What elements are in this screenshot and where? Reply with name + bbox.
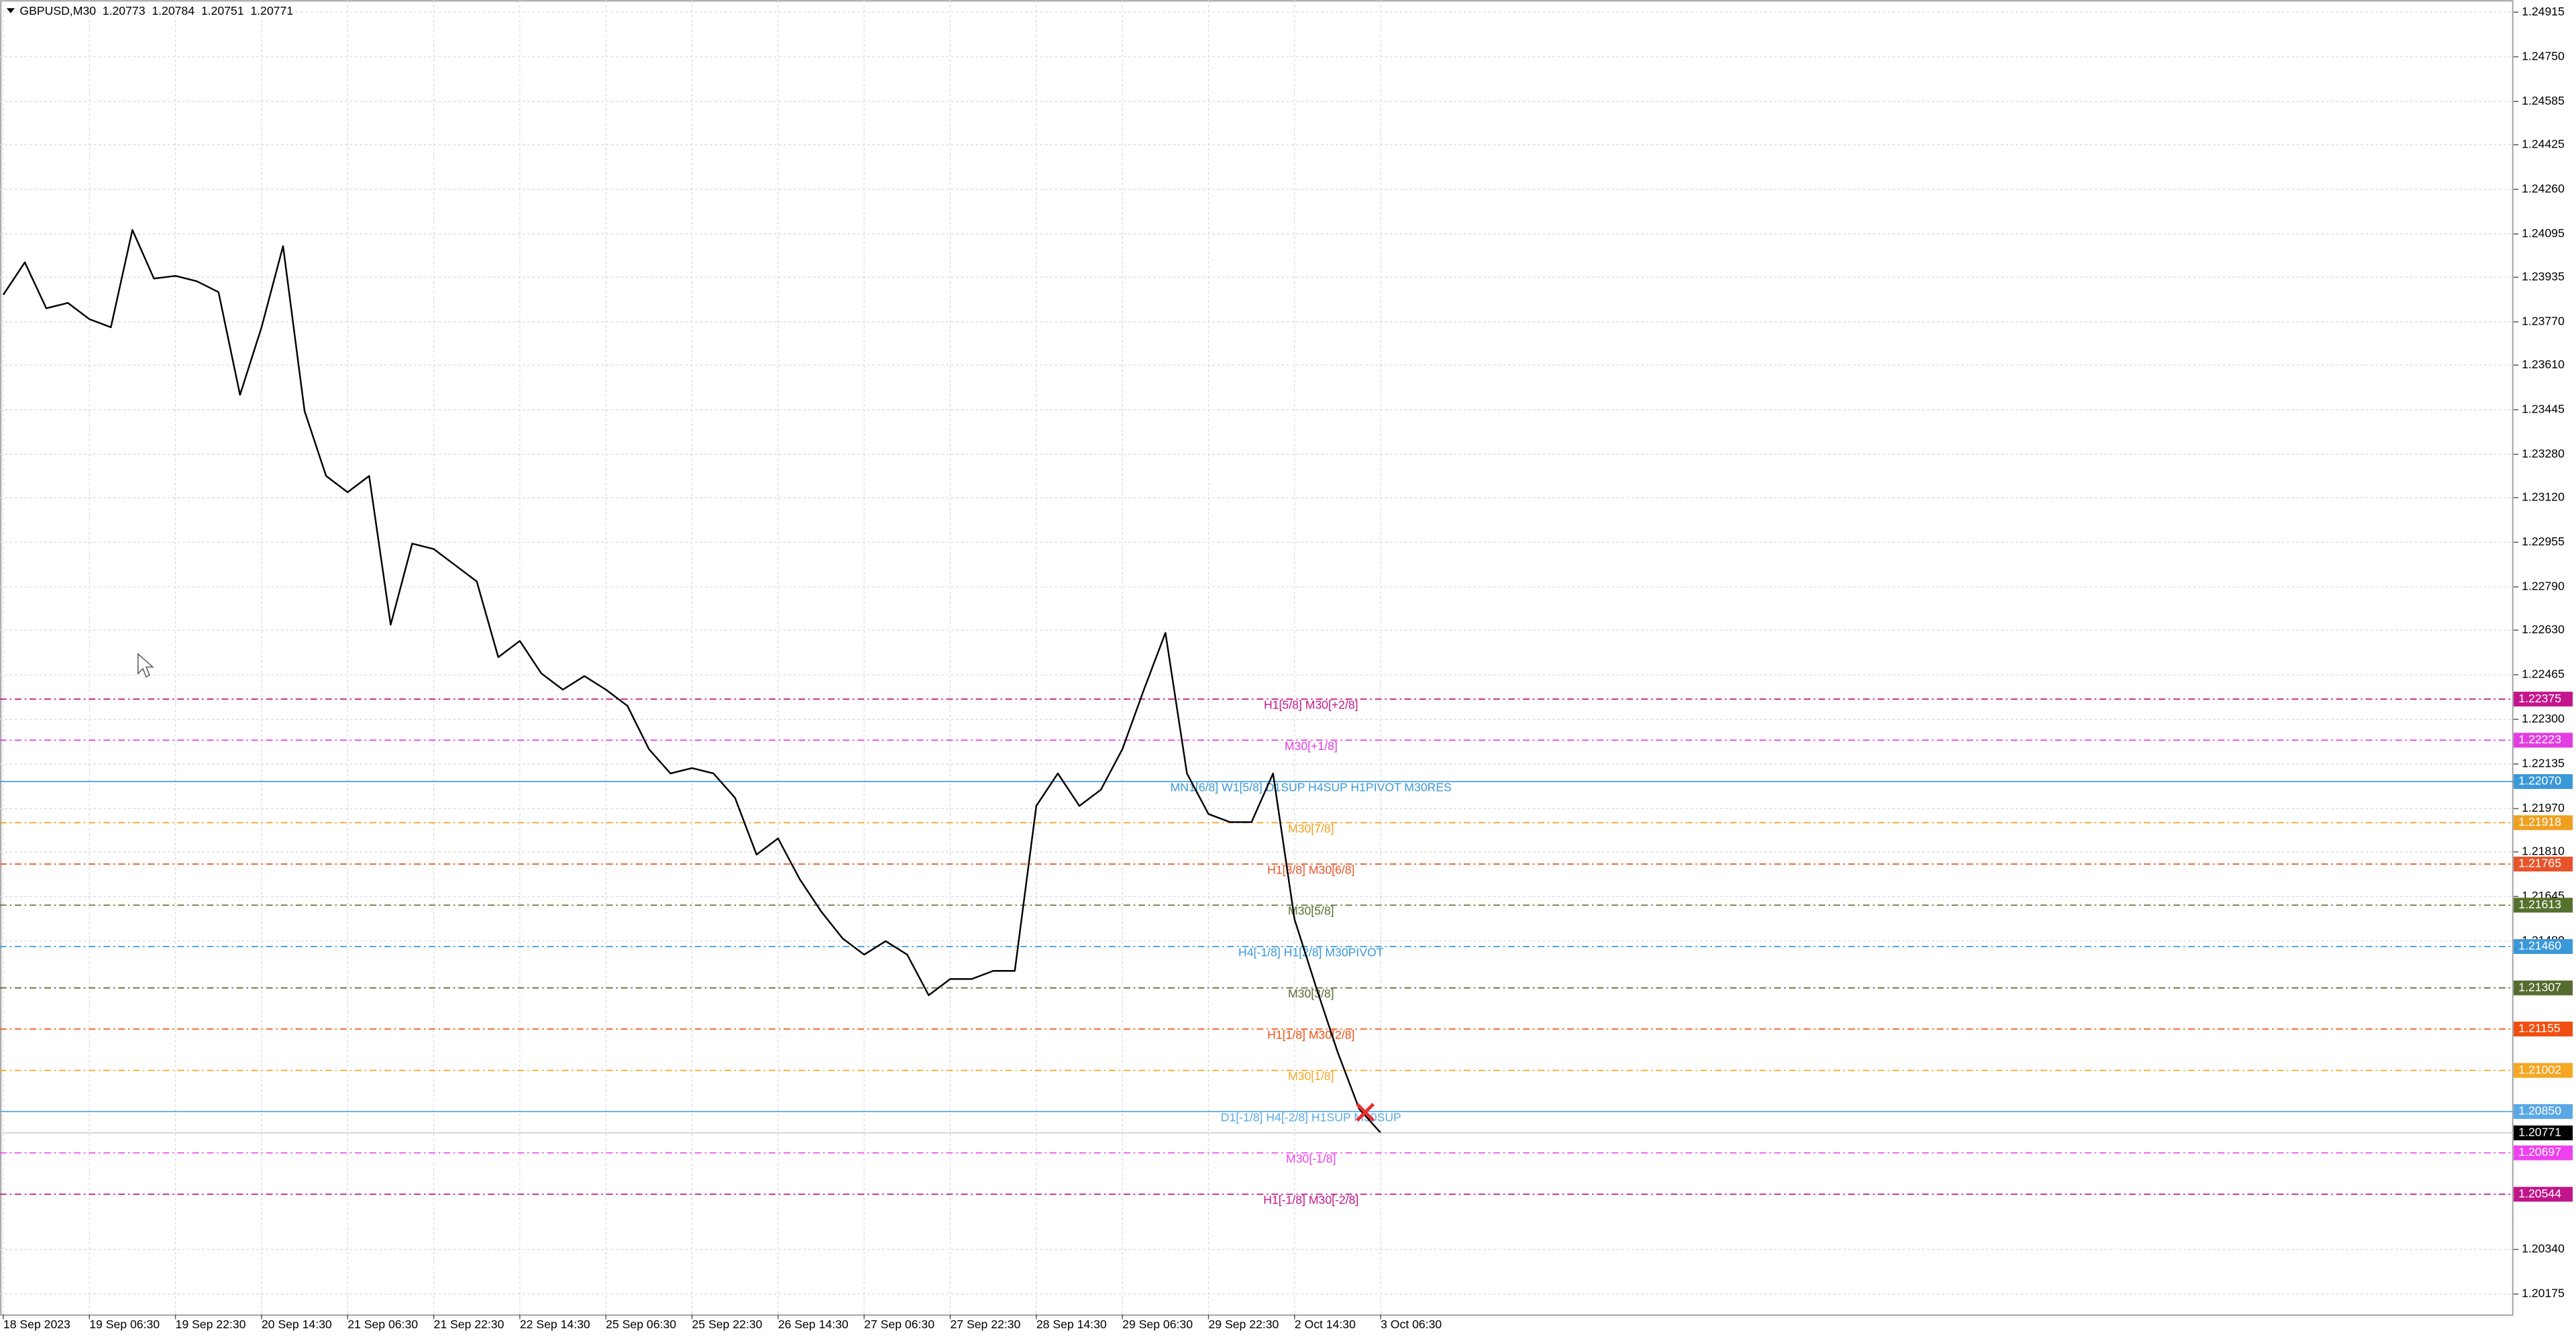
level-label: MN1[6/8] W1[5/8] D1SUP H4SUP H1PIVOT M30…: [1171, 781, 1452, 794]
x-tick-label: 29 Sep 22:30: [1208, 1318, 1279, 1331]
price-tag: [2513, 1021, 2573, 1036]
price-tag-label: 1.21460: [2518, 939, 2561, 953]
price-tag: [2513, 1145, 2573, 1161]
price-tag: [2513, 733, 2573, 748]
y-tick-label: 1.24585: [2522, 94, 2565, 107]
x-tick-label: 26 Sep 14:30: [778, 1318, 849, 1331]
x-tick-label: 3 Oct 06:30: [1381, 1318, 1442, 1331]
level-label: M30[1/8]: [1288, 1069, 1334, 1083]
price-tag-label: 1.21002: [2518, 1063, 2561, 1076]
price-tag-label: 1.20544: [2518, 1187, 2561, 1200]
level-label: H1[1/8] M30[2/8]: [1267, 1028, 1354, 1041]
x-tick-label: 19 Sep 22:30: [176, 1318, 246, 1331]
y-tick-label: 1.23770: [2522, 314, 2565, 327]
level-label: H1[5/8] M30[+2/8]: [1264, 698, 1358, 712]
price-tag: [2513, 1063, 2573, 1078]
x-tick-label: 18 Sep 2023: [3, 1318, 70, 1331]
price-tag-label: 1.21918: [2518, 815, 2561, 828]
x-tick-label: 2 Oct 14:30: [1295, 1318, 1356, 1331]
x-tick-label: 20 Sep 14:30: [262, 1318, 332, 1331]
price-tag: [2513, 774, 2573, 790]
series: [2, 229, 1382, 1134]
price-tag: [2513, 1187, 2573, 1202]
menu-arrow[interactable]: [6, 8, 15, 13]
ohlc-value: 1.20751: [201, 4, 244, 17]
x-tick-label: 28 Sep 14:30: [1036, 1318, 1107, 1331]
level-label: H4[-1/8] H1[2/8] M30PIVOT: [1238, 945, 1384, 959]
x-tick-label: 27 Sep 22:30: [950, 1318, 1020, 1331]
y-tick-label: 1.22300: [2522, 712, 2565, 725]
x-tick-label: 25 Sep 06:30: [606, 1318, 676, 1331]
y-tick-label: 1.22465: [2522, 667, 2565, 680]
price-tag-label: 1.21307: [2518, 980, 2561, 994]
y-tick-label: 1.23445: [2522, 402, 2565, 415]
level-label: D1[-1/8] H4[-2/8] H1SUP M30SUP: [1221, 1110, 1401, 1124]
y-tick-label: 1.24095: [2522, 226, 2565, 239]
levels: H1[5/8] M30[+2/8] M30[+1/8] MN1[6/8] W1[5/…: [0, 698, 2514, 1207]
y-tick-label: 1.23120: [2522, 490, 2565, 503]
price-tag: [2513, 857, 2573, 872]
x-tick-label: 22 Sep 14:30: [520, 1318, 590, 1331]
price-tag-label: 1.21155: [2518, 1022, 2561, 1035]
price-tag-label: 1.22070: [2518, 774, 2561, 788]
y-tick-label: 1.24425: [2522, 137, 2565, 150]
last-price-tag: [2513, 1125, 2573, 1140]
symbol: GBPUSD,M30: [19, 4, 96, 17]
y-tick-label: 1.21970: [2522, 801, 2565, 814]
y-tick-label: 1.24915: [2522, 5, 2565, 18]
price-tag-label: 1.20850: [2518, 1104, 2561, 1118]
y-tick-label: 1.20175: [2522, 1287, 2565, 1300]
level-label: H1[-1/8] M30[-2/8]: [1263, 1193, 1358, 1207]
x-tick-label: 25 Sep 22:30: [692, 1318, 763, 1331]
level-label: M30[3/8]: [1288, 987, 1334, 1000]
y-tick-label: 1.22955: [2522, 535, 2565, 548]
x-tick-label: 29 Sep 06:30: [1122, 1318, 1193, 1331]
y-tick-label: 1.24260: [2522, 182, 2565, 195]
price-tag: [2513, 980, 2573, 996]
level-label: M30[-1/8]: [1286, 1152, 1336, 1165]
y-tick-label: 1.20340: [2522, 1242, 2565, 1255]
price-tag: [2513, 1104, 2573, 1119]
y-tick-label: 1.22790: [2522, 579, 2565, 592]
close-marker: [1356, 1103, 1375, 1122]
level-label: M30[7/8]: [1288, 822, 1334, 835]
last-price-label: 1.20771: [2518, 1125, 2561, 1138]
plot-frame: [0, 0, 2514, 1316]
price-tag: [2513, 898, 2573, 913]
chart-header: GBPUSD,M30 1.20773 1.20784 1.20751 1.20771: [19, 4, 293, 17]
x-tick-label: 27 Sep 06:30: [864, 1318, 934, 1331]
y-tick-label: 1.22135: [2522, 757, 2565, 770]
price-tag-label: 1.21765: [2518, 857, 2561, 870]
y-tick-label: 1.23610: [2522, 358, 2565, 371]
ohlc-value: 1.20773: [103, 4, 146, 17]
y-tick-label: 1.23280: [2522, 447, 2565, 460]
level-label: M30[5/8]: [1288, 904, 1334, 918]
mouse-cursor: [137, 653, 154, 678]
x-tick-label: 21 Sep 06:30: [347, 1318, 418, 1331]
axis: 1.24915 1.24750 1.24585 1.24425 1.24260 1.240…: [0, 5, 2573, 1331]
level-label: H1[3/8] M30[6/8]: [1267, 863, 1354, 876]
y-tick-label: 1.21810: [2522, 845, 2565, 858]
y-tick-label: 1.23935: [2522, 270, 2565, 283]
x-tick-label: 21 Sep 22:30: [434, 1318, 504, 1331]
grid: [0, 0, 2514, 1315]
price-tag-label: 1.20697: [2518, 1145, 2561, 1159]
level-label: M30[+1/8]: [1285, 739, 1338, 753]
price-tag-label: 1.22375: [2518, 692, 2561, 705]
x-tick-label: 19 Sep 06:30: [89, 1318, 160, 1331]
y-tick-label: 1.24750: [2522, 49, 2565, 62]
y-tick-label: 1.22630: [2522, 623, 2565, 636]
ohlc-value: 1.20784: [152, 4, 195, 17]
price-tag: [2513, 815, 2573, 831]
price-tag: [2513, 692, 2573, 707]
price-line: [2, 229, 1382, 1134]
price-tag: [2513, 939, 2573, 954]
ohlc-value: 1.20771: [250, 4, 293, 17]
price-tag-label: 1.22223: [2518, 733, 2561, 746]
price-tag-label: 1.21613: [2518, 898, 2561, 911]
